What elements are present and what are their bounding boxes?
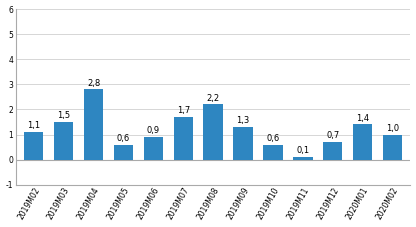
Text: 1,7: 1,7: [177, 106, 190, 115]
Text: 0,1: 0,1: [296, 146, 310, 155]
Text: 1,1: 1,1: [27, 121, 40, 130]
Bar: [233, 127, 253, 160]
Bar: [263, 145, 282, 160]
Text: 1,3: 1,3: [236, 116, 250, 125]
Text: 2,2: 2,2: [207, 94, 220, 103]
Bar: [84, 89, 103, 160]
Bar: [293, 157, 312, 160]
Bar: [114, 145, 133, 160]
Text: 1,0: 1,0: [386, 124, 399, 133]
Text: 0,6: 0,6: [266, 134, 280, 143]
Bar: [24, 132, 44, 160]
Bar: [353, 124, 372, 160]
Text: 0,9: 0,9: [147, 126, 160, 135]
Text: 0,7: 0,7: [326, 131, 339, 140]
Bar: [173, 117, 193, 160]
Text: 2,8: 2,8: [87, 79, 100, 88]
Bar: [144, 137, 163, 160]
Bar: [383, 135, 402, 160]
Bar: [203, 104, 223, 160]
Bar: [323, 142, 342, 160]
Text: 0,6: 0,6: [117, 134, 130, 143]
Text: 1,5: 1,5: [57, 111, 70, 120]
Text: 1,4: 1,4: [356, 114, 369, 123]
Bar: [54, 122, 73, 160]
